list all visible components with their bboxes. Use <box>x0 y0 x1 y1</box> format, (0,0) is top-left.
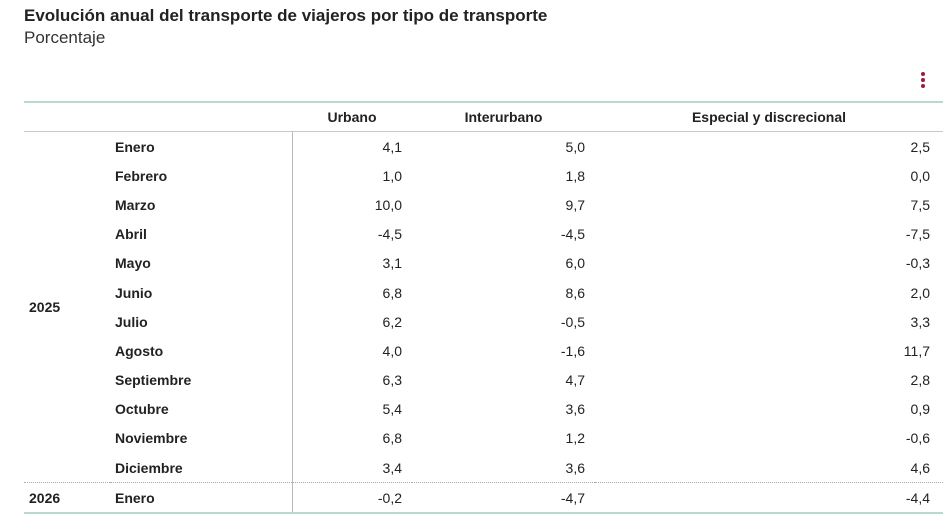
value-cell: 3,1 <box>382 255 402 272</box>
value-cell: 8,6 <box>565 284 585 301</box>
column-header-interurbano: Interurbano <box>464 109 543 125</box>
month-cell: Abril <box>110 219 293 249</box>
month-cell: Enero <box>110 482 293 514</box>
value-cell: 2,5 <box>910 138 930 155</box>
table-row: Noviembre 6,8 1,2 -0,6 <box>24 423 943 454</box>
column-header <box>110 102 292 132</box>
value-cell: 4,1 <box>382 138 402 155</box>
table-row: Octubre 5,4 3,6 0,9 <box>24 394 943 424</box>
value-cell: -4,5 <box>377 226 402 243</box>
value-cell: 0,9 <box>910 401 930 418</box>
month-cell: Diciembre <box>110 453 293 483</box>
value-cell: 3,6 <box>565 459 585 476</box>
table-title: Evolución anual del transporte de viajer… <box>24 6 548 25</box>
value-cell: -1,6 <box>560 342 585 359</box>
value-cell: 6,8 <box>382 430 402 447</box>
month-cell: Julio <box>110 307 293 337</box>
value-cell: -0,3 <box>905 255 930 272</box>
column-header-urbano: Urbano <box>327 109 377 125</box>
value-cell: 3,6 <box>565 401 585 418</box>
table-row: 2026 Enero -0,2 -4,7 -4,4 <box>24 482 943 514</box>
month-cell: Octubre <box>110 394 293 424</box>
value-cell: 6,2 <box>382 313 402 330</box>
value-cell: 3,4 <box>382 459 402 476</box>
table-row: Agosto 4,0 -1,6 11,7 <box>24 336 943 366</box>
value-cell: 5,4 <box>382 401 402 418</box>
value-cell: 4,7 <box>565 372 585 389</box>
table-row: 2025 Enero 4,1 5,0 2,5 <box>24 131 943 315</box>
value-cell: 1,0 <box>382 167 402 184</box>
table-row: Febrero 1,0 1,8 0,0 <box>24 161 943 191</box>
value-cell: -0,2 <box>377 489 402 506</box>
column-header <box>24 102 110 132</box>
value-cell: 1,8 <box>565 167 585 184</box>
value-cell: 6,3 <box>382 372 402 389</box>
table-row: Diciembre 3,4 3,6 4,6 <box>24 453 943 483</box>
year-cell: 2026 <box>29 489 61 506</box>
value-cell: 11,7 <box>903 342 930 359</box>
value-cell: 0,0 <box>910 167 930 184</box>
year-cell: 2025 <box>29 299 61 316</box>
value-cell: 4,0 <box>382 342 402 359</box>
table-row: Julio 6,2 -0,5 3,3 <box>24 307 943 337</box>
vertical-ellipsis-icon[interactable] <box>918 72 928 92</box>
table-subtitle: Porcentaje <box>24 28 106 47</box>
month-cell: Marzo <box>110 190 293 220</box>
value-cell: 6,0 <box>565 255 585 272</box>
month-cell: Mayo <box>110 248 293 278</box>
value-cell: -0,6 <box>905 430 930 447</box>
month-cell: Agosto <box>110 336 293 366</box>
table-row: Abril -4,5 -4,5 -7,5 <box>24 219 943 249</box>
value-cell: 5,0 <box>565 138 585 155</box>
value-cell: 2,8 <box>910 372 930 389</box>
table-row: Mayo 3,1 6,0 -0,3 <box>24 248 943 278</box>
month-cell: Febrero <box>110 161 293 191</box>
month-cell: Noviembre <box>110 423 293 454</box>
value-cell: -4,7 <box>560 489 585 506</box>
value-cell: -4,4 <box>905 489 930 506</box>
value-cell: 10,0 <box>374 196 402 213</box>
value-cell: 6,8 <box>382 284 402 301</box>
month-cell: Junio <box>110 277 293 308</box>
value-cell: 7,5 <box>910 196 930 213</box>
value-cell: -7,5 <box>905 226 930 243</box>
value-cell: 3,3 <box>910 313 930 330</box>
table-row: Septiembre 6,3 4,7 2,8 <box>24 365 943 395</box>
value-cell: 4,6 <box>910 459 930 476</box>
value-cell: 2,0 <box>910 284 930 301</box>
month-cell: Enero <box>110 131 293 162</box>
value-cell: 1,2 <box>565 430 585 447</box>
header-row: Urbano Interurbano Especial y discrecion… <box>24 102 943 132</box>
table-row: Junio 6,8 8,6 2,0 <box>24 277 943 308</box>
data-table: Urbano Interurbano Especial y discrecion… <box>24 101 943 514</box>
value-cell: 9,7 <box>565 196 585 213</box>
column-header-especial: Especial y discrecional <box>691 109 847 125</box>
value-cell: -4,5 <box>560 226 585 243</box>
value-cell: -0,5 <box>560 313 585 330</box>
table-row: Marzo 10,0 9,7 7,5 <box>24 190 943 220</box>
month-cell: Septiembre <box>110 365 293 395</box>
